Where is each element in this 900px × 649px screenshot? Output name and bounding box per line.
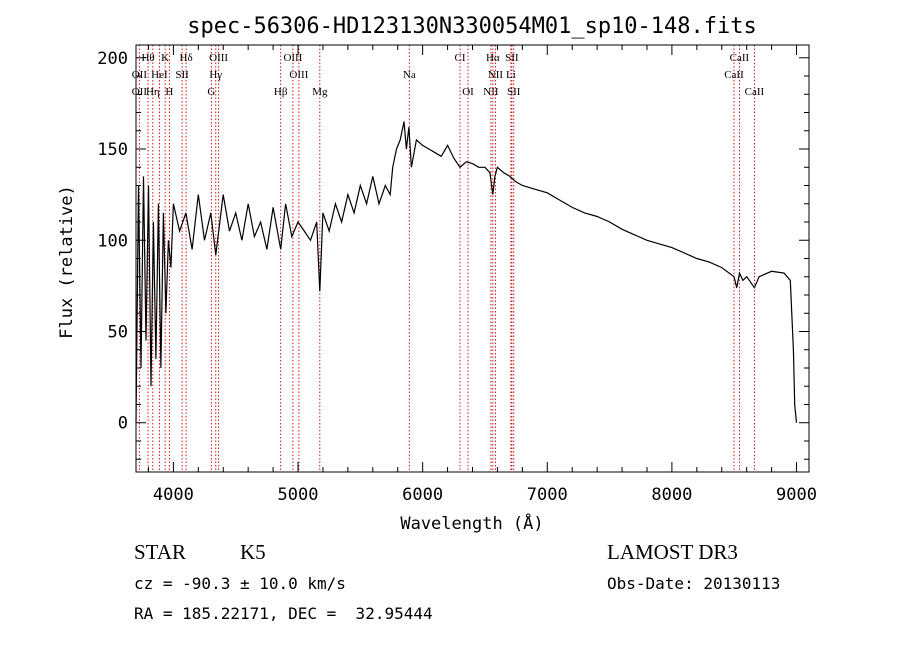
spectral-line-label: CaII — [724, 69, 744, 81]
redshift-cz: cz = -90.3 ± 10.0 km/s — [134, 574, 346, 593]
plot-frame — [135, 44, 810, 473]
spectrum-line — [135, 121, 798, 423]
survey-name: LAMOST DR3 — [607, 540, 738, 564]
spectral-line-label: SII — [507, 86, 521, 98]
object-subclass: K5 — [240, 540, 266, 564]
spectral-line-label: HeI — [151, 69, 168, 81]
spectral-line-label: SII — [175, 69, 189, 81]
chart-title: spec-56306-HD123130N330054M01_sp10-148.f… — [187, 14, 757, 39]
x-tick-label: 5000 — [278, 485, 319, 505]
x-axis-label: Wavelength (Å) — [400, 512, 543, 534]
spectral-line-label: NII — [483, 86, 499, 98]
y-axis-label: Flux (relative) — [57, 185, 77, 339]
obs-date: Obs-Date: 20130113 — [607, 574, 780, 593]
spectral-line-label: OIII — [209, 52, 228, 64]
spectral-line-label: G — [207, 86, 215, 98]
x-tick-label: 7000 — [527, 485, 568, 505]
y-tick-label: 150 — [97, 140, 128, 160]
object-class: STAR — [134, 540, 186, 564]
x-tick-label: 4000 — [153, 485, 194, 505]
x-axis-ticks: 4000 5000 6000 7000 8000 9000 — [147, 45, 817, 505]
spectral-line-label: OIII — [283, 52, 302, 64]
spectral-line-label: Hδ — [180, 52, 193, 64]
spectral-line-label: CaII — [745, 86, 765, 98]
spectral-line-label: NII — [488, 69, 504, 81]
y-tick-label: 0 — [118, 414, 128, 434]
spectral-line-labels: Hθ K Hδ OIII OIII CI Hα SII CaII OII HeI SII Hγ OIII N… — [132, 52, 765, 98]
spectral-line-label: CaII — [730, 52, 750, 64]
spectral-line-label: Mg — [312, 86, 328, 98]
spectral-line-label: Hβ — [274, 86, 288, 98]
spectral-line-label: Hγ — [209, 69, 222, 81]
spectral-line-label: Hη — [146, 86, 160, 98]
x-tick-label: 8000 — [651, 485, 692, 505]
x-tick-label: 9000 — [776, 485, 817, 505]
y-tick-label: 50 — [108, 322, 128, 342]
y-axis-ticks: 0 50 100 150 200 — [97, 49, 809, 460]
spectral-line-label: OIII — [289, 69, 308, 81]
x-tick-label: 6000 — [402, 485, 443, 505]
spectral-line-label: Na — [403, 69, 416, 81]
ra-dec-coordinates: RA = 185.22171, DEC = 32.95444 — [134, 604, 433, 623]
spectral-line-label: SII — [505, 52, 519, 64]
spectral-line-label: K — [161, 52, 169, 64]
spectral-line-label: OII — [132, 69, 148, 81]
spectral-line-markers — [138, 45, 755, 472]
spectral-line-label: Li — [506, 69, 516, 81]
y-tick-label: 200 — [97, 49, 128, 69]
y-tick-label: 100 — [97, 231, 128, 251]
spectral-line-label: OI — [462, 86, 474, 98]
spectral-line-label: Hα — [486, 52, 500, 64]
spectral-line-label: CI — [455, 52, 466, 64]
spectral-line-label: Hθ — [141, 52, 154, 64]
spectral-line-label: H — [165, 86, 173, 98]
